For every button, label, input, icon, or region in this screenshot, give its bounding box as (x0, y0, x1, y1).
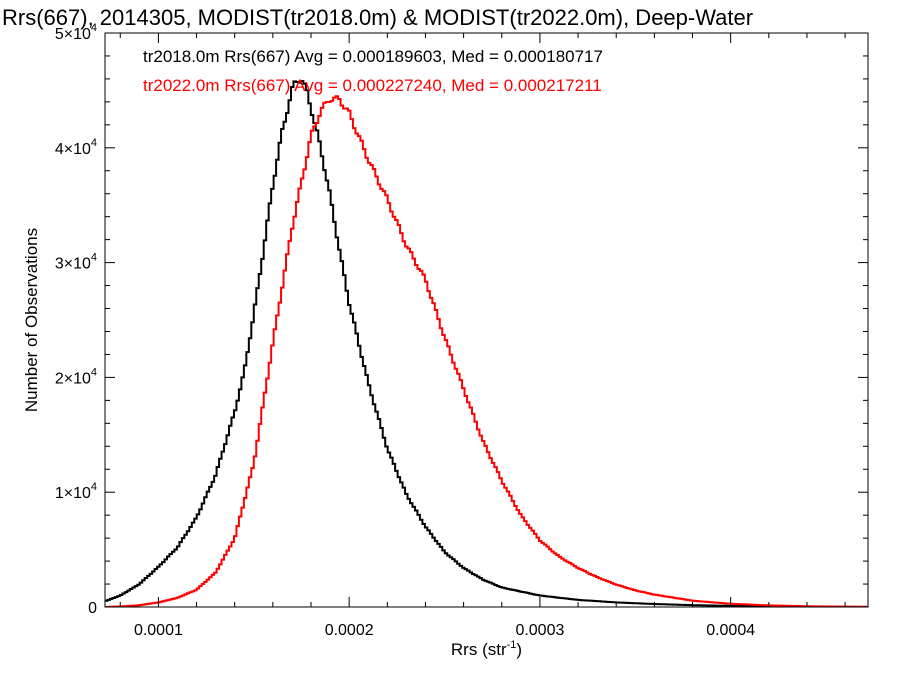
x-axis-label-exponent: -1 (507, 639, 517, 651)
y-tick-labels: 0 1×104 2×104 3×104 4×104 5×104 (55, 22, 97, 617)
x-axis-label-close: ) (516, 640, 522, 659)
x-tick-labels: 0.0001 0.0002 0.0003 0.0004 (134, 622, 755, 639)
x-tick-label: 0.0003 (515, 622, 564, 639)
series-line-0 (105, 80, 868, 607)
y-tick-label: 2×104 (55, 366, 97, 387)
x-tick-label: 0.0004 (706, 622, 755, 639)
y-tick-label: 5×104 (55, 22, 97, 43)
y-tick-label: 0 (88, 600, 97, 617)
y-axis-label: Number of Observations (22, 228, 41, 412)
x-tick-label: 0.0001 (134, 622, 183, 639)
y-tick-label: 4×104 (55, 137, 97, 158)
y-tick-label: 1×104 (55, 481, 97, 502)
y-tick-label: 3×104 (55, 252, 97, 273)
legend-entry-tr2018: tr2018.0m Rrs(667) Avg = 0.000189603, Me… (143, 47, 603, 66)
plot-area (105, 80, 868, 607)
legend-entry-tr2022: tr2022.0m Rrs(667) Avg = 0.000227240, Me… (143, 76, 602, 95)
axis-ticks (105, 32, 868, 608)
x-tick-label: 0.0002 (325, 622, 374, 639)
x-axis-label-text: Rrs (str (451, 640, 507, 659)
plot-frame (104, 32, 869, 608)
chart-title: Rrs(667), 2014305, MODIST(tr2018.0m) & M… (2, 5, 753, 30)
series-line-1 (105, 95, 868, 607)
x-axis-label: Rrs (str-1) (451, 639, 522, 659)
